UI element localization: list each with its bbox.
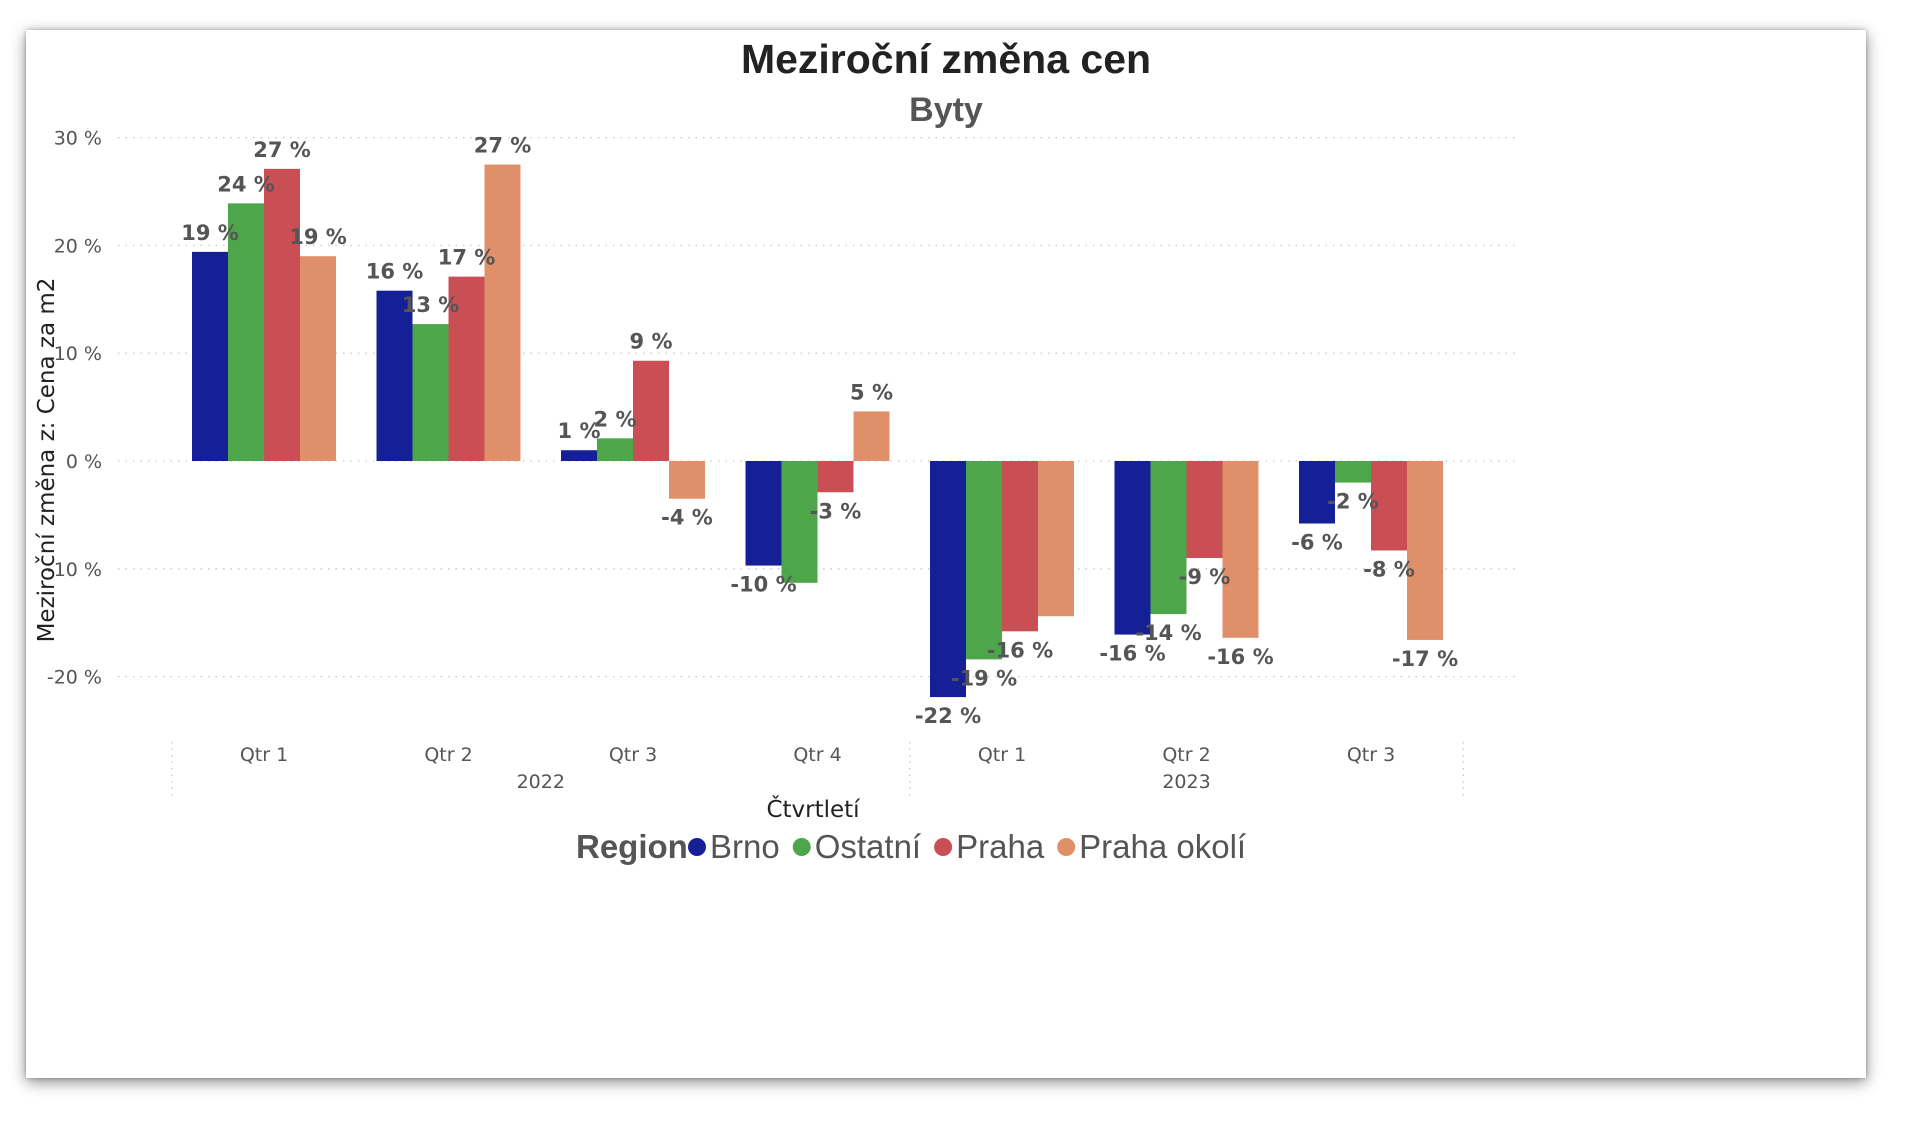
bar — [633, 360, 669, 461]
bar — [1222, 461, 1259, 638]
data-label: -3 % — [810, 499, 862, 523]
data-label: -4 % — [661, 506, 713, 530]
data-label: -6 % — [1291, 531, 1343, 555]
y-tick-label: -20 % — [47, 667, 102, 689]
data-label: 5 % — [850, 380, 893, 404]
chart-title: Meziroční změna cen — [741, 36, 1151, 82]
data-label: -8 % — [1363, 557, 1415, 581]
data-label: 17 % — [438, 246, 496, 270]
bar — [597, 438, 633, 461]
x-tick-label: Qtr 2 — [424, 744, 472, 766]
data-label: -22 % — [915, 704, 981, 728]
legend-item-label: Brno — [710, 828, 780, 865]
x-group-label: 2022 — [517, 771, 565, 793]
x-tick-label: Qtr 1 — [978, 744, 1026, 766]
y-axis-title: Meziroční změna z: Cena za m2 — [34, 278, 60, 643]
legend-item-label: Praha okolí — [1079, 828, 1246, 865]
data-labels: 19 % 16 % 1 % -10 % -22 % -16 % -6 % 24 % 13 % 2 … — [181, 134, 1458, 729]
data-label: 13 % — [402, 293, 460, 317]
data-label: 19 % — [181, 221, 239, 245]
bar — [1407, 461, 1443, 640]
data-label: 16 % — [366, 260, 424, 284]
bar — [1371, 461, 1407, 551]
legend-marker — [688, 838, 706, 856]
data-label: -10 % — [730, 573, 796, 597]
x-axis: Qtr 1 Qtr 2 Qtr 3 Qtr 4 Qtr 1 Qtr 2 Qtr 3 2022 2… — [171, 742, 1464, 800]
bar — [376, 290, 413, 461]
legend-marker — [934, 838, 953, 856]
data-label: 27 % — [474, 134, 532, 158]
x-tick-label: Qtr 1 — [240, 744, 288, 766]
bar — [1299, 461, 1335, 524]
x-tick-label: Qtr 3 — [609, 744, 657, 766]
x-tick-label: Qtr 3 — [1347, 744, 1395, 766]
data-label: -9 % — [1179, 565, 1231, 589]
bar-chart: Meziroční změna cen Byty 30 % 20 % 10 % 0 %… — [34, 36, 1516, 865]
chart-subtitle: Byty — [909, 91, 983, 129]
data-label: -16 % — [1099, 642, 1165, 666]
legend: Region Brno Ostatní Praha Praha okolí — [576, 828, 1246, 865]
data-label: -19 % — [951, 666, 1017, 690]
y-tick-label: 30 % — [54, 128, 102, 150]
y-tick-label: -10 % — [47, 559, 102, 581]
bar — [1186, 461, 1223, 559]
data-label: 2 % — [594, 407, 637, 431]
bar — [1150, 461, 1187, 615]
bar — [1038, 461, 1074, 617]
bar — [930, 461, 966, 698]
y-tick-label: 10 % — [54, 343, 102, 365]
legend-item-label: Ostatní — [815, 828, 921, 865]
y-tick-label: 0 % — [66, 451, 102, 473]
chart-card: Meziroční změna cen Byty 30 % 20 % 10 % 0 %… — [26, 30, 1866, 1078]
x-tick-label: Qtr 4 — [793, 744, 841, 766]
bar — [1114, 461, 1151, 635]
y-axis-ticks: 30 % 20 % 10 % 0 % -10 % -20 % — [47, 128, 102, 689]
bar — [745, 461, 782, 566]
bar — [484, 164, 521, 462]
data-label: 24 % — [217, 172, 275, 196]
bar — [966, 461, 1002, 660]
data-label: -16 % — [1207, 645, 1273, 669]
bar — [228, 203, 264, 461]
data-label: -17 % — [1392, 647, 1458, 671]
bars — [192, 164, 1443, 698]
bar — [448, 276, 485, 461]
x-axis-title: Čtvrtletí — [766, 795, 860, 823]
legend-marker — [792, 838, 811, 856]
data-label: 9 % — [630, 330, 673, 354]
bar — [412, 324, 449, 461]
data-label: 27 % — [253, 138, 311, 162]
data-label: -2 % — [1327, 490, 1379, 514]
bar — [300, 256, 336, 461]
bar — [561, 450, 597, 461]
bar — [853, 411, 890, 461]
bar — [669, 461, 705, 499]
x-group-label: 2023 — [1162, 771, 1210, 793]
bar — [192, 251, 228, 461]
legend-item-label: Praha — [956, 828, 1045, 865]
legend-title: Region — [576, 828, 688, 865]
data-label: 19 % — [289, 225, 347, 249]
legend-marker — [1057, 838, 1076, 856]
bar — [1335, 461, 1371, 483]
bar — [817, 461, 854, 493]
data-label: -14 % — [1135, 621, 1201, 645]
bar — [264, 168, 300, 461]
x-tick-label: Qtr 2 — [1162, 744, 1210, 766]
y-tick-label: 20 % — [54, 235, 102, 257]
data-label: -16 % — [987, 638, 1053, 662]
bar — [1002, 461, 1038, 632]
bar — [781, 461, 818, 583]
data-label: 1 % — [558, 419, 601, 443]
